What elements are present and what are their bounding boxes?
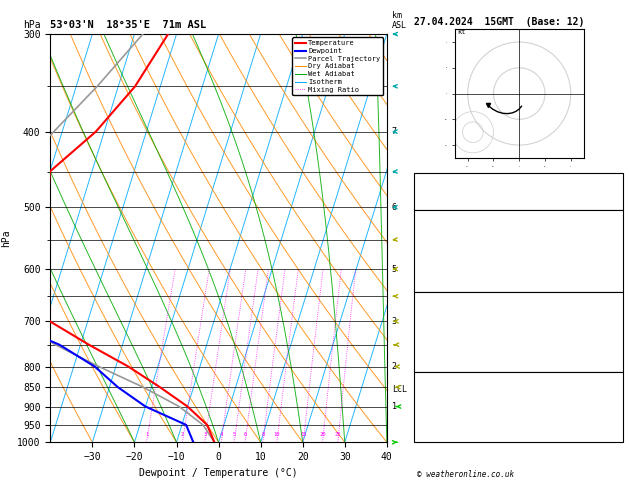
Text: 1: 1 [614, 258, 619, 266]
Text: CAPE (J): CAPE (J) [418, 269, 458, 278]
Text: Most Unstable: Most Unstable [486, 295, 551, 304]
Text: Totals Totals: Totals Totals [418, 187, 482, 196]
Text: 0: 0 [614, 359, 619, 368]
Text: Dewp (°C): Dewp (°C) [418, 235, 463, 244]
Text: Temp (°C): Temp (°C) [418, 224, 463, 233]
Text: 3: 3 [392, 317, 397, 326]
Text: km
ASL: km ASL [392, 11, 407, 30]
Text: 25: 25 [335, 432, 341, 437]
Text: kt: kt [457, 29, 466, 35]
Text: 15: 15 [300, 432, 306, 437]
Text: 17: 17 [609, 402, 619, 412]
Text: 250°: 250° [599, 416, 619, 425]
Text: 6: 6 [392, 203, 397, 212]
Text: SREH: SREH [418, 402, 438, 412]
Text: 7: 7 [392, 127, 397, 136]
Text: 1006: 1006 [599, 308, 619, 317]
Text: 20: 20 [320, 432, 326, 437]
Text: 53°03'N  18°35'E  71m ASL: 53°03'N 18°35'E 71m ASL [50, 20, 206, 31]
Text: 4: 4 [220, 432, 223, 437]
Text: StmDir: StmDir [418, 416, 448, 425]
Text: Pressure (mb): Pressure (mb) [418, 308, 482, 317]
Text: 3: 3 [203, 432, 206, 437]
Text: K: K [418, 175, 423, 184]
Text: Hodograph: Hodograph [496, 376, 541, 385]
Text: 2: 2 [181, 432, 184, 437]
Text: 304: 304 [604, 321, 619, 330]
Text: 223: 223 [604, 269, 619, 278]
Text: CIN (J): CIN (J) [418, 280, 453, 289]
Text: 0: 0 [614, 280, 619, 289]
Text: 22: 22 [609, 175, 619, 184]
Legend: Temperature, Dewpoint, Parcel Trajectory, Dry Adiabat, Wet Adiabat, Isotherm, Mi: Temperature, Dewpoint, Parcel Trajectory… [292, 37, 383, 95]
Text: θe(K): θe(K) [418, 246, 443, 255]
Text: 6: 6 [243, 432, 247, 437]
Text: 48: 48 [609, 187, 619, 196]
Text: 15.6: 15.6 [599, 224, 619, 233]
Text: LCL: LCL [392, 384, 407, 394]
Text: 223: 223 [604, 347, 619, 355]
Text: CAPE (J): CAPE (J) [418, 347, 458, 355]
Text: © weatheronline.co.uk: © weatheronline.co.uk [417, 469, 514, 479]
Text: EH: EH [418, 389, 428, 398]
Text: θe (K): θe (K) [418, 321, 448, 330]
Text: 1: 1 [145, 432, 148, 437]
Text: Mixing Ratio  (g/kg): Mixing Ratio (g/kg) [441, 188, 450, 288]
Text: 1.43: 1.43 [599, 198, 619, 207]
Text: 10: 10 [274, 432, 280, 437]
Text: Lifted Index: Lifted Index [418, 333, 477, 343]
Text: 39: 39 [609, 389, 619, 398]
Text: Surface: Surface [501, 213, 536, 222]
Text: PW (cm): PW (cm) [418, 198, 453, 207]
Text: CIN (J): CIN (J) [418, 359, 453, 368]
Text: 1: 1 [614, 333, 619, 343]
Text: 5: 5 [392, 264, 397, 274]
Text: 5.5: 5.5 [604, 235, 619, 244]
Text: hPa: hPa [23, 20, 41, 30]
X-axis label: Dewpoint / Temperature (°C): Dewpoint / Temperature (°C) [139, 468, 298, 478]
Text: 2: 2 [392, 362, 397, 371]
Text: Lifted Index: Lifted Index [418, 258, 477, 266]
Y-axis label: hPa: hPa [1, 229, 11, 247]
Text: StmSpd (kt): StmSpd (kt) [418, 429, 472, 438]
Text: 304: 304 [604, 246, 619, 255]
Text: 8: 8 [261, 432, 264, 437]
Text: 1: 1 [392, 402, 397, 411]
Text: 12: 12 [609, 429, 619, 438]
Text: 5: 5 [233, 432, 236, 437]
Text: 27.04.2024  15GMT  (Base: 12): 27.04.2024 15GMT (Base: 12) [414, 17, 584, 27]
